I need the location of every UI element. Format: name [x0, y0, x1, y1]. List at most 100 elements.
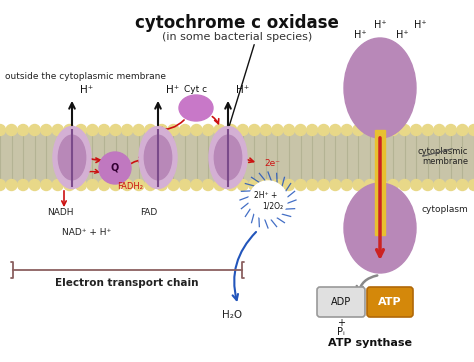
- Circle shape: [145, 125, 156, 135]
- Ellipse shape: [344, 183, 416, 273]
- Text: 1/2O₂: 1/2O₂: [262, 202, 283, 210]
- Circle shape: [202, 125, 214, 135]
- Circle shape: [330, 180, 341, 190]
- Circle shape: [434, 180, 445, 190]
- Circle shape: [0, 125, 6, 135]
- Circle shape: [307, 180, 318, 190]
- Text: cytoplasmic
membrane: cytoplasmic membrane: [418, 147, 468, 167]
- Text: Q: Q: [111, 163, 119, 173]
- Circle shape: [410, 180, 422, 190]
- Circle shape: [64, 180, 75, 190]
- Circle shape: [318, 125, 329, 135]
- Circle shape: [388, 125, 399, 135]
- Text: H⁺: H⁺: [236, 85, 249, 95]
- Circle shape: [214, 125, 225, 135]
- Circle shape: [365, 180, 375, 190]
- Circle shape: [29, 180, 40, 190]
- Circle shape: [133, 180, 144, 190]
- Circle shape: [388, 180, 399, 190]
- Text: H⁺: H⁺: [354, 30, 366, 40]
- Circle shape: [446, 125, 456, 135]
- Bar: [375, 130, 385, 235]
- Circle shape: [422, 125, 433, 135]
- Text: H₂O: H₂O: [222, 310, 242, 320]
- Text: ATP synthase: ATP synthase: [328, 338, 412, 348]
- Circle shape: [260, 125, 272, 135]
- Ellipse shape: [139, 126, 177, 189]
- Circle shape: [318, 180, 329, 190]
- Circle shape: [52, 180, 64, 190]
- Circle shape: [133, 125, 144, 135]
- Circle shape: [75, 180, 86, 190]
- Text: H⁺: H⁺: [414, 20, 426, 30]
- Circle shape: [341, 125, 352, 135]
- FancyBboxPatch shape: [317, 287, 365, 317]
- Circle shape: [226, 180, 237, 190]
- Text: cytochrome c oxidase: cytochrome c oxidase: [135, 14, 339, 32]
- Circle shape: [468, 125, 474, 135]
- Ellipse shape: [214, 135, 242, 180]
- Circle shape: [29, 125, 40, 135]
- Circle shape: [41, 125, 52, 135]
- Circle shape: [122, 180, 133, 190]
- Circle shape: [272, 180, 283, 190]
- Circle shape: [180, 180, 191, 190]
- Ellipse shape: [344, 38, 416, 138]
- Circle shape: [399, 180, 410, 190]
- Circle shape: [249, 125, 260, 135]
- Circle shape: [330, 125, 341, 135]
- Circle shape: [422, 180, 433, 190]
- Circle shape: [260, 180, 272, 190]
- Circle shape: [249, 181, 287, 219]
- Circle shape: [191, 125, 202, 135]
- Circle shape: [18, 125, 28, 135]
- Circle shape: [214, 180, 225, 190]
- Circle shape: [307, 125, 318, 135]
- Circle shape: [156, 180, 167, 190]
- Ellipse shape: [58, 135, 86, 180]
- Circle shape: [457, 180, 468, 190]
- Circle shape: [99, 180, 109, 190]
- Circle shape: [365, 125, 375, 135]
- Bar: [0, 130, 474, 185]
- Text: cytoplasm: cytoplasm: [421, 205, 468, 214]
- Text: Cyt c: Cyt c: [184, 85, 208, 94]
- Ellipse shape: [179, 95, 213, 121]
- Circle shape: [6, 125, 17, 135]
- Circle shape: [99, 152, 131, 184]
- Text: Pᵢ: Pᵢ: [337, 327, 345, 337]
- Circle shape: [122, 125, 133, 135]
- Circle shape: [110, 180, 121, 190]
- Circle shape: [295, 180, 306, 190]
- Circle shape: [353, 180, 364, 190]
- Text: Electron transport chain: Electron transport chain: [55, 278, 199, 288]
- Text: H⁺: H⁺: [166, 85, 179, 95]
- Circle shape: [237, 180, 248, 190]
- Circle shape: [468, 180, 474, 190]
- Circle shape: [145, 180, 156, 190]
- Text: ATP: ATP: [378, 297, 402, 307]
- Circle shape: [376, 180, 387, 190]
- Circle shape: [202, 180, 214, 190]
- Circle shape: [52, 125, 64, 135]
- Ellipse shape: [144, 135, 172, 180]
- Circle shape: [180, 125, 191, 135]
- Text: (in some bacterial species): (in some bacterial species): [162, 32, 312, 42]
- Text: 2e⁻: 2e⁻: [264, 159, 280, 168]
- Circle shape: [249, 180, 260, 190]
- Text: +: +: [337, 318, 345, 328]
- Circle shape: [399, 125, 410, 135]
- Circle shape: [75, 125, 86, 135]
- Circle shape: [87, 180, 98, 190]
- Circle shape: [410, 125, 422, 135]
- Circle shape: [99, 125, 109, 135]
- Circle shape: [446, 180, 456, 190]
- Text: 2H⁺ +: 2H⁺ +: [254, 191, 277, 201]
- Circle shape: [156, 125, 167, 135]
- Circle shape: [6, 180, 17, 190]
- Circle shape: [434, 125, 445, 135]
- Circle shape: [18, 180, 28, 190]
- Text: H⁺: H⁺: [80, 85, 93, 95]
- Circle shape: [226, 125, 237, 135]
- Circle shape: [0, 180, 6, 190]
